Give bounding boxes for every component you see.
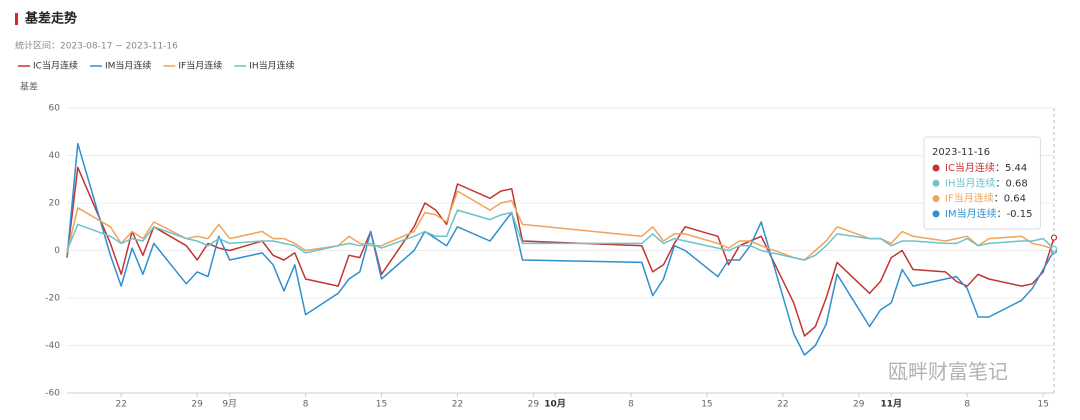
x-tick-label: 29 <box>191 400 203 410</box>
tooltip-dot <box>932 179 940 187</box>
tooltip-dot <box>932 195 940 203</box>
x-tick-label: 29 <box>853 400 865 410</box>
tooltip-dot <box>932 164 940 172</box>
tooltip-box <box>923 136 1041 230</box>
tooltip-value: 0.68 <box>1005 178 1027 189</box>
legend-label: IM当月连续 <box>105 60 151 72</box>
x-tick-label: 8 <box>303 400 309 410</box>
x-tick-label: 29 <box>528 400 540 410</box>
x-tick-label: 9月 <box>222 399 237 410</box>
series-line <box>66 209 1055 261</box>
y-tick-label: 60 <box>49 104 61 114</box>
title-accent <box>15 13 18 25</box>
x-tick-label: 22 <box>452 400 463 410</box>
x-tick-label: 15 <box>701 400 712 410</box>
tooltip-sep: ： <box>995 163 1005 174</box>
y-tick-label: -20 <box>45 294 60 304</box>
hover-point <box>1050 245 1058 252</box>
y-tick-label: -40 <box>45 341 60 351</box>
y-tick-label: 40 <box>49 151 61 161</box>
tooltip-name: IM当月连续 <box>945 207 997 220</box>
tooltip-name: IH当月连续 <box>945 176 995 189</box>
series-line <box>66 190 1055 261</box>
tooltip-value: 5.44 <box>1005 163 1027 174</box>
watermark: 瓯畔财富笔记 <box>888 360 1008 384</box>
x-tick-label: 8 <box>964 400 970 410</box>
x-tick-label: 11月 <box>881 399 903 410</box>
y-axis-label: 基差 <box>20 81 38 93</box>
series-line <box>66 142 1055 356</box>
tooltip-title: 2023-11-16 <box>932 147 990 158</box>
tooltip-sep: ： <box>997 209 1007 220</box>
tooltip-name: IC当月连续 <box>945 161 995 174</box>
tooltip-name: IF当月连续 <box>945 192 994 205</box>
tooltip-value: 0.64 <box>1004 194 1026 205</box>
chart-title: 基差走势 <box>24 11 77 27</box>
x-tick-label: 15 <box>1037 400 1048 410</box>
legend-label: IH当月连续 <box>249 60 294 72</box>
y-tick-label: 20 <box>49 199 61 209</box>
legend-label: IF当月连续 <box>178 60 222 72</box>
tooltip-value: -0.15 <box>1007 209 1033 220</box>
tooltip-sep: ： <box>995 178 1005 189</box>
y-tick-label: 0 <box>54 246 60 256</box>
tooltip-sep: ： <box>994 194 1004 205</box>
chart-subtitle: 统计区间：2023-08-17 ~ 2023-11-16 <box>15 40 178 52</box>
x-tick-label: 15 <box>376 400 387 410</box>
hover-point <box>1050 234 1058 241</box>
x-tick-label: 22 <box>777 400 788 410</box>
x-tick-label: 22 <box>116 400 127 410</box>
x-tick-label: 10月 <box>544 399 566 410</box>
x-tick-label: 8 <box>628 400 634 410</box>
legend-label: IC当月连续 <box>33 60 78 72</box>
y-tick-label: -60 <box>45 389 60 399</box>
series-line <box>66 166 1055 337</box>
tooltip-dot <box>932 210 940 218</box>
